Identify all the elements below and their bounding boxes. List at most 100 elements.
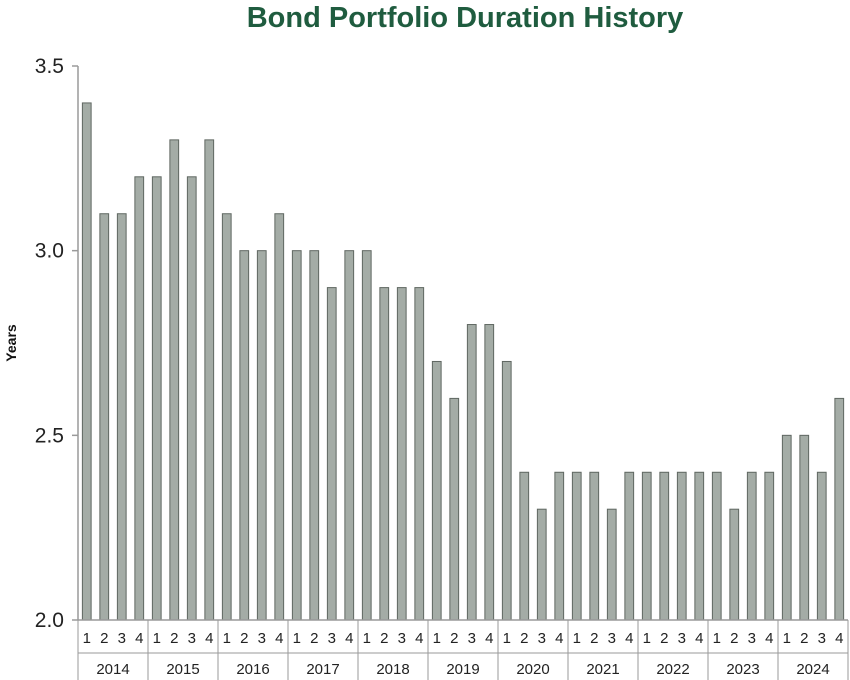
quarter-tick-label: 3 xyxy=(328,630,336,647)
quarter-tick-label: 4 xyxy=(275,630,283,647)
bar xyxy=(396,287,407,621)
bar xyxy=(169,139,180,621)
quarter-tick-label: 2 xyxy=(520,630,528,647)
bar xyxy=(764,471,775,621)
quarter-tick-label: 1 xyxy=(83,630,91,647)
year-label: 2017 xyxy=(306,661,339,678)
quarter-tick-label: 1 xyxy=(293,630,301,647)
bar xyxy=(309,250,320,621)
y-tick-label: 3.0 xyxy=(35,240,64,263)
quarter-tick-label: 1 xyxy=(573,630,581,647)
year-label: 2022 xyxy=(656,661,689,678)
quarter-tick-label: 2 xyxy=(170,630,178,647)
y-tick-label: 3.5 xyxy=(35,55,64,78)
quarter-tick-label: 2 xyxy=(380,630,388,647)
quarter-tick-label: 2 xyxy=(310,630,318,647)
bar xyxy=(519,471,530,621)
bar xyxy=(431,360,442,621)
quarter-tick-label: 4 xyxy=(695,630,703,647)
bar xyxy=(816,471,827,621)
year-label: 2023 xyxy=(726,661,759,678)
quarter-tick-label: 1 xyxy=(223,630,231,647)
bar xyxy=(291,250,302,621)
bars xyxy=(81,102,845,621)
bar xyxy=(799,434,810,621)
quarter-tick-label: 4 xyxy=(205,630,213,647)
year-label: 2016 xyxy=(236,661,269,678)
quarter-tick-label: 3 xyxy=(398,630,406,647)
quarter-tick-label: 1 xyxy=(153,630,161,647)
bar xyxy=(449,397,460,621)
bar xyxy=(204,139,215,621)
bar xyxy=(221,213,232,621)
bar xyxy=(81,102,92,621)
bar xyxy=(641,471,652,621)
bar xyxy=(151,176,162,621)
quarter-tick-label: 1 xyxy=(363,630,371,647)
quarter-tick-label: 4 xyxy=(625,630,633,647)
bar xyxy=(606,508,617,621)
quarter-tick-label: 4 xyxy=(345,630,353,647)
quarter-tick-label: 1 xyxy=(783,630,791,647)
bar xyxy=(711,471,722,621)
quarter-tick-label: 2 xyxy=(590,630,598,647)
chart-title: Bond Portfolio Duration History xyxy=(246,2,684,34)
quarter-tick-label: 2 xyxy=(100,630,108,647)
bar xyxy=(274,213,285,621)
quarter-tick-label: 3 xyxy=(118,630,126,647)
bar xyxy=(746,471,757,621)
bar xyxy=(186,176,197,621)
bar xyxy=(729,508,740,621)
quarter-tick-label: 3 xyxy=(468,630,476,647)
bar xyxy=(134,176,145,621)
bar xyxy=(379,287,390,621)
bar xyxy=(781,434,792,621)
bar xyxy=(239,250,250,621)
bar xyxy=(414,287,425,621)
year-label: 2018 xyxy=(376,661,409,678)
quarter-tick-label: 4 xyxy=(555,630,563,647)
bar xyxy=(256,250,267,621)
quarter-tick-label: 2 xyxy=(450,630,458,647)
quarter-tick-label: 3 xyxy=(188,630,196,647)
y-axis-label: Years xyxy=(3,324,19,362)
quarter-tick-label: 3 xyxy=(748,630,756,647)
quarter-tick-label: 3 xyxy=(538,630,546,647)
quarter-tick-label: 3 xyxy=(678,630,686,647)
year-label: 2019 xyxy=(446,661,479,678)
quarter-tick-label: 4 xyxy=(765,630,773,647)
quarter-tick-label: 1 xyxy=(713,630,721,647)
bar xyxy=(554,471,565,621)
quarter-tick-label: 2 xyxy=(800,630,808,647)
bar xyxy=(589,471,600,621)
quarter-tick-label: 4 xyxy=(415,630,423,647)
bar xyxy=(344,250,355,621)
bar xyxy=(484,324,495,621)
year-label: 2024 xyxy=(796,661,829,678)
bar xyxy=(326,287,337,621)
bar xyxy=(694,471,705,621)
quarter-tick-label: 1 xyxy=(433,630,441,647)
bar xyxy=(99,213,110,621)
year-label: 2015 xyxy=(166,661,199,678)
quarter-tick-label: 3 xyxy=(608,630,616,647)
quarter-tick-label: 3 xyxy=(818,630,826,647)
bar xyxy=(659,471,670,621)
quarter-tick-label: 1 xyxy=(503,630,511,647)
year-label: 2020 xyxy=(516,661,549,678)
year-label: 2014 xyxy=(96,661,129,678)
y-tick-label: 2.5 xyxy=(35,424,64,447)
bar xyxy=(466,324,477,621)
bar xyxy=(624,471,635,621)
bar xyxy=(501,360,512,621)
bar xyxy=(676,471,687,621)
year-label: 2021 xyxy=(586,661,619,678)
quarter-tick-label: 2 xyxy=(730,630,738,647)
y-axis: 2.0 2.5 3.0 3.5 xyxy=(35,55,79,632)
quarter-tick-label: 2 xyxy=(240,630,248,647)
quarter-tick-label: 1 xyxy=(643,630,651,647)
quarter-tick-label: 4 xyxy=(835,630,843,647)
bar xyxy=(361,250,372,621)
